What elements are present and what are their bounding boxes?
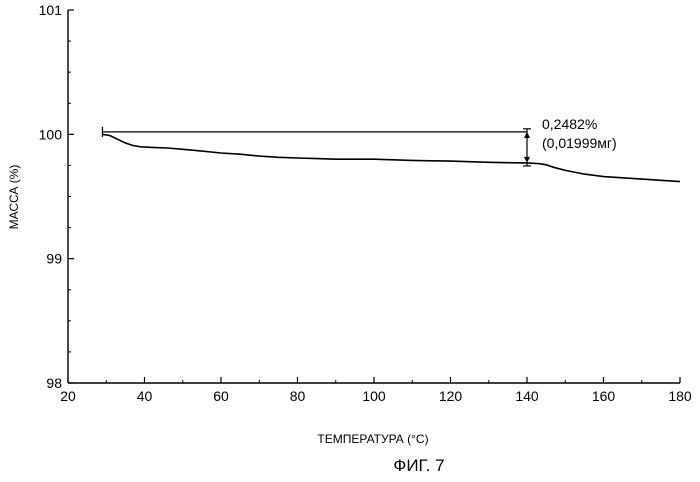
annotation-arrow-up (524, 132, 530, 138)
x-axis-title: ТЕМПЕРАТУРА (°C) (317, 432, 428, 446)
x-tick-label: 120 (439, 388, 463, 404)
x-tick-label: 40 (137, 388, 153, 404)
axes (68, 10, 680, 383)
x-tick-label: 160 (592, 388, 616, 404)
ticks (68, 10, 680, 383)
x-tick-label: 180 (668, 388, 692, 404)
figure-caption-text: ФИГ. 7 (393, 456, 444, 475)
y-axis-title: МАССА (%) (7, 165, 21, 230)
x-tick-label: 100 (362, 388, 386, 404)
tick-labels: 20 40 60 80 100 120 140 160 180 98 99 100 101 (39, 2, 692, 404)
y-tick-label: 98 (46, 375, 62, 391)
x-tick-label: 60 (213, 388, 229, 404)
y-tick-label: 101 (39, 2, 63, 18)
annotation-percent: 0,2482% (542, 116, 597, 132)
figure-caption: ФИГ. 7 (0, 456, 700, 476)
annotation-mass: (0,01999мг) (542, 135, 617, 151)
x-tick-label: 140 (515, 388, 539, 404)
y-tick-label: 99 (46, 251, 62, 267)
annotation-arrow-down (524, 157, 530, 163)
y-tick-label: 100 (39, 126, 63, 142)
x-tick-label: 20 (60, 388, 76, 404)
x-tick-label: 80 (290, 388, 306, 404)
